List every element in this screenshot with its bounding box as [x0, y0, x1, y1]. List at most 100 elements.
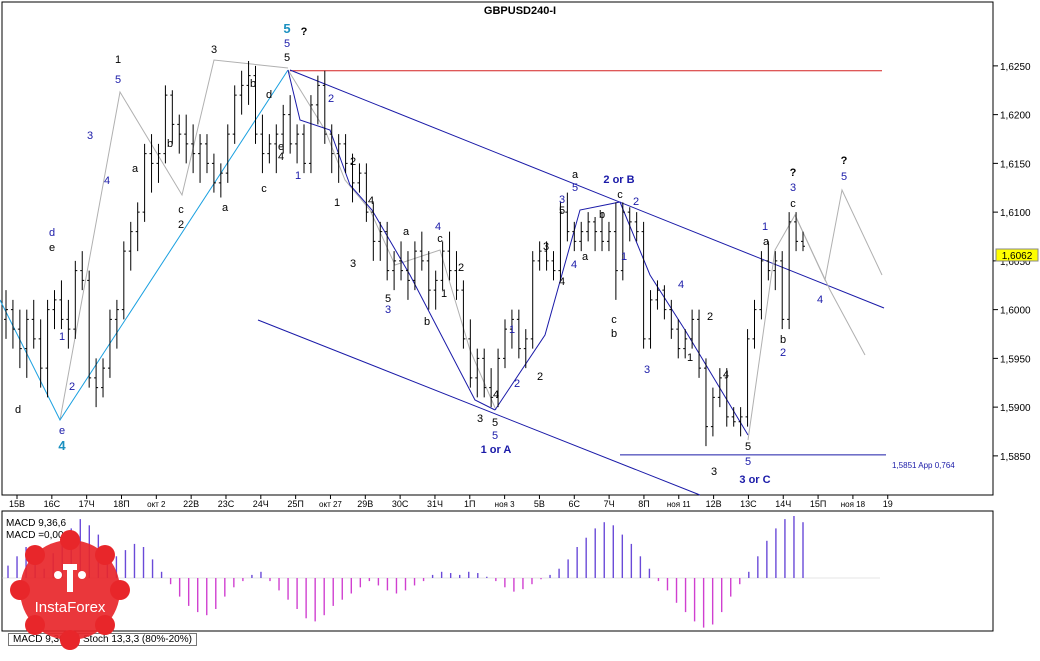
x-tick-label: ноя 11: [667, 500, 691, 509]
ohlc-bar: [773, 251, 778, 291]
wave-label: b: [167, 138, 173, 150]
ohlc-bar: [267, 134, 272, 164]
ohlc-bar: [662, 285, 667, 320]
current-price-label: 1,6062: [1002, 251, 1033, 262]
wave-label: 1: [115, 54, 121, 66]
ohlc-bar: [565, 192, 570, 242]
wave-label: 1 or A: [481, 444, 512, 456]
ohlc-bar: [73, 260, 78, 339]
x-tick-label: 1П: [464, 499, 475, 509]
ohlc-bar: [302, 124, 307, 174]
ohlc-bar: [801, 231, 805, 252]
ohlc-bar: [177, 114, 182, 154]
wave-label: d: [15, 404, 21, 416]
x-tick-label: ноя 18: [841, 500, 866, 509]
ohlc-bar: [759, 251, 764, 320]
x-tick-label: 24Ч: [253, 499, 269, 509]
y-tick-label: 1,6000: [1000, 306, 1031, 317]
macd-legend-line2: MACD =0,00: [6, 530, 64, 541]
ohlc-bar: [766, 241, 771, 281]
wave-label: b: [599, 209, 605, 221]
ohlc-bar: [281, 104, 286, 154]
wave-label: 2: [328, 93, 334, 105]
wave-label: 1: [59, 331, 65, 343]
wave-label: 3: [644, 364, 650, 376]
ohlc-bar: [399, 241, 404, 281]
wave-label: 3: [211, 44, 217, 56]
ohlc-bar: [717, 368, 722, 408]
wave-label: 4: [493, 389, 499, 401]
ohlc-bar: [412, 241, 417, 291]
wave-label: ?: [790, 167, 797, 179]
ohlc-bar: [593, 217, 598, 252]
wave-label: 4: [104, 175, 110, 187]
ohlc-bar: [537, 241, 542, 271]
ohlc-bar: [489, 368, 494, 408]
ohlc-bar: [17, 309, 22, 369]
ohlc-bar: [211, 153, 216, 193]
ohlc-bar: [371, 202, 376, 261]
wave-label: 1: [621, 251, 627, 263]
wave-label: 4: [559, 276, 565, 288]
ohlc-bar: [378, 221, 383, 261]
wave-label: 2 or B: [603, 174, 634, 186]
ohlc-bar: [170, 90, 175, 144]
ohlc-bar: [107, 309, 112, 378]
ohlc-bar: [45, 299, 50, 398]
x-tick-label: 8П: [638, 499, 649, 509]
x-tick-label: 17Ч: [79, 499, 95, 509]
wave-label: 2: [350, 156, 356, 168]
ohlc-bar: [794, 212, 799, 252]
tab-stoch[interactable]: Stoch 13,3,3 (80%-20%): [78, 633, 197, 646]
channel-lower-line: [257, 319, 701, 496]
ohlc-bar: [703, 358, 708, 447]
wave-label: a: [132, 163, 139, 175]
wave-label: 3: [477, 413, 483, 425]
ohlc-bar: [392, 251, 397, 291]
macd-histogram: [2, 516, 880, 628]
channel-upper-line: [289, 69, 885, 309]
projection-path: [747, 188, 883, 441]
y-tick-label: 1,5950: [1000, 354, 1031, 365]
x-tick-label: 30С: [392, 499, 409, 509]
x-tick-label: 29В: [357, 499, 373, 509]
wave-label: 2: [458, 262, 464, 274]
x-tick-label: окт 2: [147, 500, 166, 509]
helper-cyan-path: [0, 69, 289, 422]
wave-label: a: [222, 202, 229, 214]
ohlc-bar: [364, 163, 369, 222]
ohlc-bar: [496, 348, 501, 408]
ohlc-bar: [163, 85, 168, 164]
x-tick-label: 16С: [44, 499, 61, 509]
wave-label: 4: [723, 369, 729, 381]
wave-label: 3: [559, 194, 565, 206]
ohlc-bar: [135, 202, 140, 252]
ohlc-bar: [780, 251, 785, 330]
wave-label: b: [250, 78, 256, 90]
ohlc-bar: [246, 61, 251, 105]
ohlc-bar: [24, 309, 29, 378]
wave-label: 5: [385, 293, 391, 305]
wave-label: 1: [687, 352, 693, 364]
wave-label: 2: [514, 378, 520, 390]
ohlc-bar: [149, 134, 154, 193]
instaforex-logo: InstaForex: [10, 530, 130, 650]
ohlc-bar: [198, 134, 203, 183]
ohlc-bar: [225, 124, 230, 183]
y-tick-label: 1,5850: [1000, 452, 1031, 463]
wave-blue-a: [287, 69, 496, 411]
ohlc-bar: [461, 280, 466, 349]
x-tick-label: 31Ч: [427, 499, 443, 509]
wave-label: c: [617, 189, 623, 201]
y-tick-label: 1,6200: [1000, 111, 1031, 122]
ohlc-bar: [710, 387, 715, 437]
ohlc-bar: [613, 202, 618, 300]
wave-label: 1: [334, 197, 340, 209]
ohlc-bar: [551, 251, 556, 281]
ohlc-bar: [468, 319, 473, 388]
wave-label: 5: [572, 182, 578, 194]
ohlc-bar: [350, 153, 355, 203]
wave-label: 5: [492, 430, 498, 442]
ohlc-bar: [405, 251, 410, 300]
wave-label: 5: [283, 21, 290, 36]
